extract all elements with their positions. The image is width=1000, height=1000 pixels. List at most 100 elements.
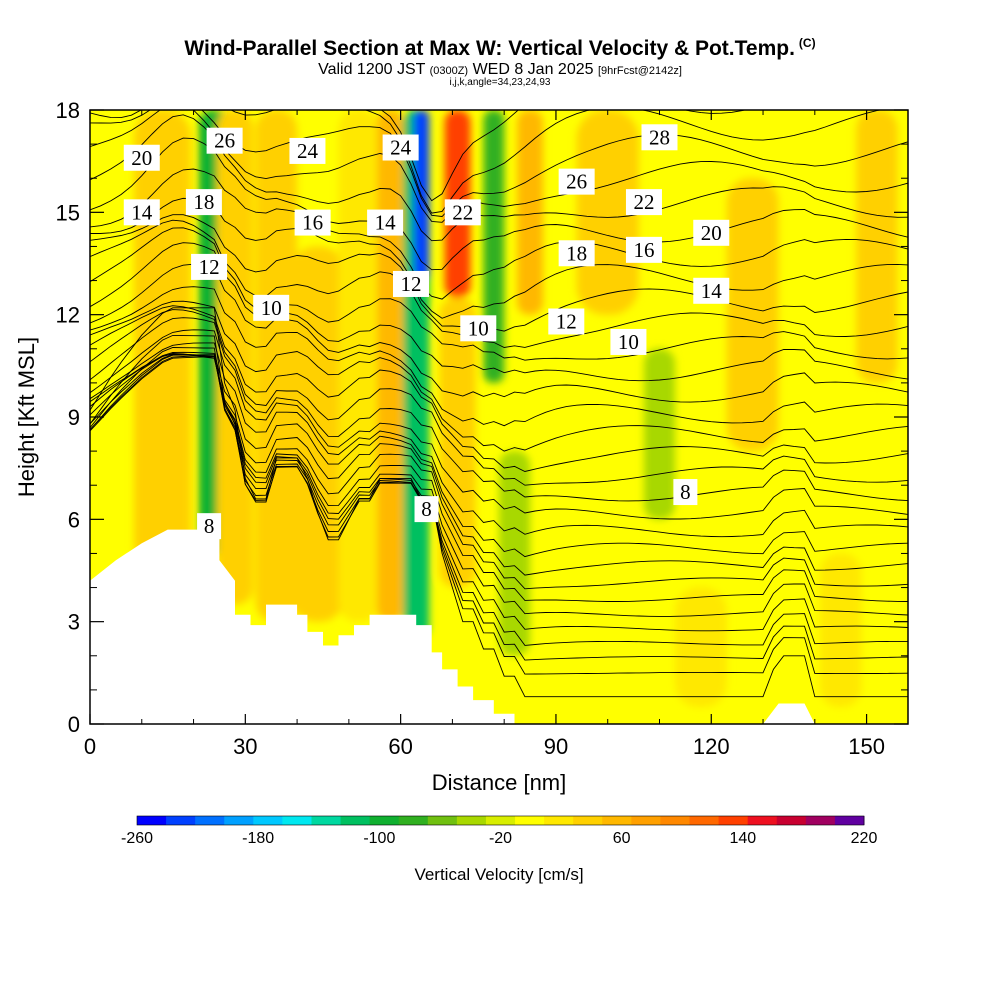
forecast-text: [9hrFcst@2142z] [597,65,682,77]
contour-label-9: 22 [444,199,481,226]
velocity-band-5 [338,110,380,622]
contour-label-text: 24 [390,136,412,160]
theta-contour-line-28 [90,110,883,214]
theta-contour-line-16 [90,286,908,427]
colorbar-swatch [718,816,749,825]
contour-label-text: 16 [633,238,654,262]
colorbar-swatch [282,816,312,825]
colorbar-swatch [805,816,836,825]
colorbar-swatch [166,816,196,825]
contour-label-8: 14 [367,209,404,236]
colorbar-tick-label: 60 [613,830,631,847]
theta-contour-line-8 [90,353,908,576]
contour-label-14: 16 [625,236,662,263]
contour-label-text: 14 [701,279,723,303]
axes: 0 30 60 90 120 150 0 3 6 9 12 15 18 [56,98,908,759]
colorbar-tick-label: 220 [851,830,878,847]
colorbar-swatch [398,816,429,825]
contour-label-text: 18 [566,241,587,265]
theta-contour-line-15 [90,300,908,452]
colorbar-swatch [544,816,574,825]
valid-date-text: WED 8 Jan 2025 [472,61,594,78]
contour-label-text: 8 [204,514,215,538]
theta-contour-line-12 [90,317,908,502]
contour-label-text: 12 [199,255,220,279]
valid-utc-text: (0300Z) [429,65,469,77]
velocity-band-6 [377,110,404,622]
colorbar-tick-label: -20 [489,830,512,847]
contour-label-text: 14 [375,211,397,235]
theta-contour-line-17 [90,263,908,403]
contour-label-text: 28 [649,125,670,149]
title-text: Wind-Parallel Section at Max W: Vertical… [184,37,795,60]
theta-contour-line-5 [90,355,908,617]
y-tick-label: 15 [56,200,80,225]
theta-contour-line-22 [90,197,908,319]
theta-contour-line-4 [90,356,908,632]
contour-label-0: 20 [123,144,160,171]
velocity-band-10 [439,297,476,588]
theta-contour-line-6 [90,353,908,602]
velocity-band-18 [819,553,862,707]
colorbar-swatch [427,816,458,825]
x-tick-label: 60 [388,734,412,759]
contour-label-text: 20 [131,146,152,170]
contour-label-6: 14 [123,199,160,226]
colorbar-swatch [456,816,487,825]
colorbar-swatch [747,816,778,825]
plot-area: 20 26 24 24 28 18 14 16 14 22 26 22 20 18 16 12 12 14 10 12… [90,110,908,724]
contour-label-text: 22 [452,200,473,224]
y-axis-label: Height [Kft MSL] [14,337,39,497]
theta-contour-line-21 [90,214,908,332]
y-tick-label: 18 [56,98,80,123]
contour-label-text: 10 [468,316,489,340]
velocity-band-12 [499,451,531,656]
theta-contour-line-3 [90,354,908,646]
velocity-band-15 [643,348,676,520]
colorbar-swatch [602,816,632,825]
contour-label-text: 12 [400,272,421,296]
theta-contour-line-23 [90,168,908,300]
y-tick-label: 0 [68,712,80,737]
colorbar-swatch [573,816,603,825]
valid-time-text: Valid 1200 JST [318,61,426,78]
contour-label-11: 22 [625,189,662,216]
velocity-band-19 [856,110,898,383]
colorbar-swatch [340,816,371,825]
colorbar-swatch [311,816,342,825]
chart-title: Wind-Parallel Section at Max W: Vertical… [0,36,1000,61]
contour-label-17: 14 [693,277,730,304]
contour-label-text: 10 [618,330,639,354]
contour-label-2: 24 [289,137,326,164]
contour-label-5: 18 [185,189,222,216]
x-tick-label: 0 [84,734,96,759]
contour-label-text: 24 [297,139,319,163]
x-tick-label: 30 [233,734,257,759]
colorbar-swatch [137,816,167,825]
contour-label-10: 26 [558,168,595,195]
theta-contour-line-9 [90,351,908,558]
contour-label-24: 8 [197,513,222,540]
contour-label-18: 10 [253,294,290,321]
contour-label-text: 22 [633,190,654,214]
colorbar-swatch [689,816,720,825]
contour-label-23: 8 [414,496,439,523]
colorbar-swatch [631,816,661,825]
theta-contour-line-24 [90,137,908,271]
contour-label-19: 12 [548,308,585,335]
copyright-mark: (C) [798,36,816,50]
theta-contour-line-25 [90,114,908,242]
grid-info: i,j,k,angle=34,23,24,93 [449,77,551,88]
contour-label-15: 12 [191,253,228,280]
theta-contour-line-0 [90,307,908,698]
x-axis-label: Distance [nm] [432,770,567,795]
contour-label-12: 20 [693,219,730,246]
velocity-band-17 [726,178,779,452]
colorbar-swatch [660,816,691,825]
contour-label-21: 10 [610,328,647,355]
contour-label-1: 26 [206,127,243,154]
contour-label-text: 26 [214,129,235,153]
colorbar-label: Vertical Velocity [cm/s] [414,865,583,884]
contour-label-20: 10 [460,315,497,342]
contour-label-text: 10 [261,296,282,320]
